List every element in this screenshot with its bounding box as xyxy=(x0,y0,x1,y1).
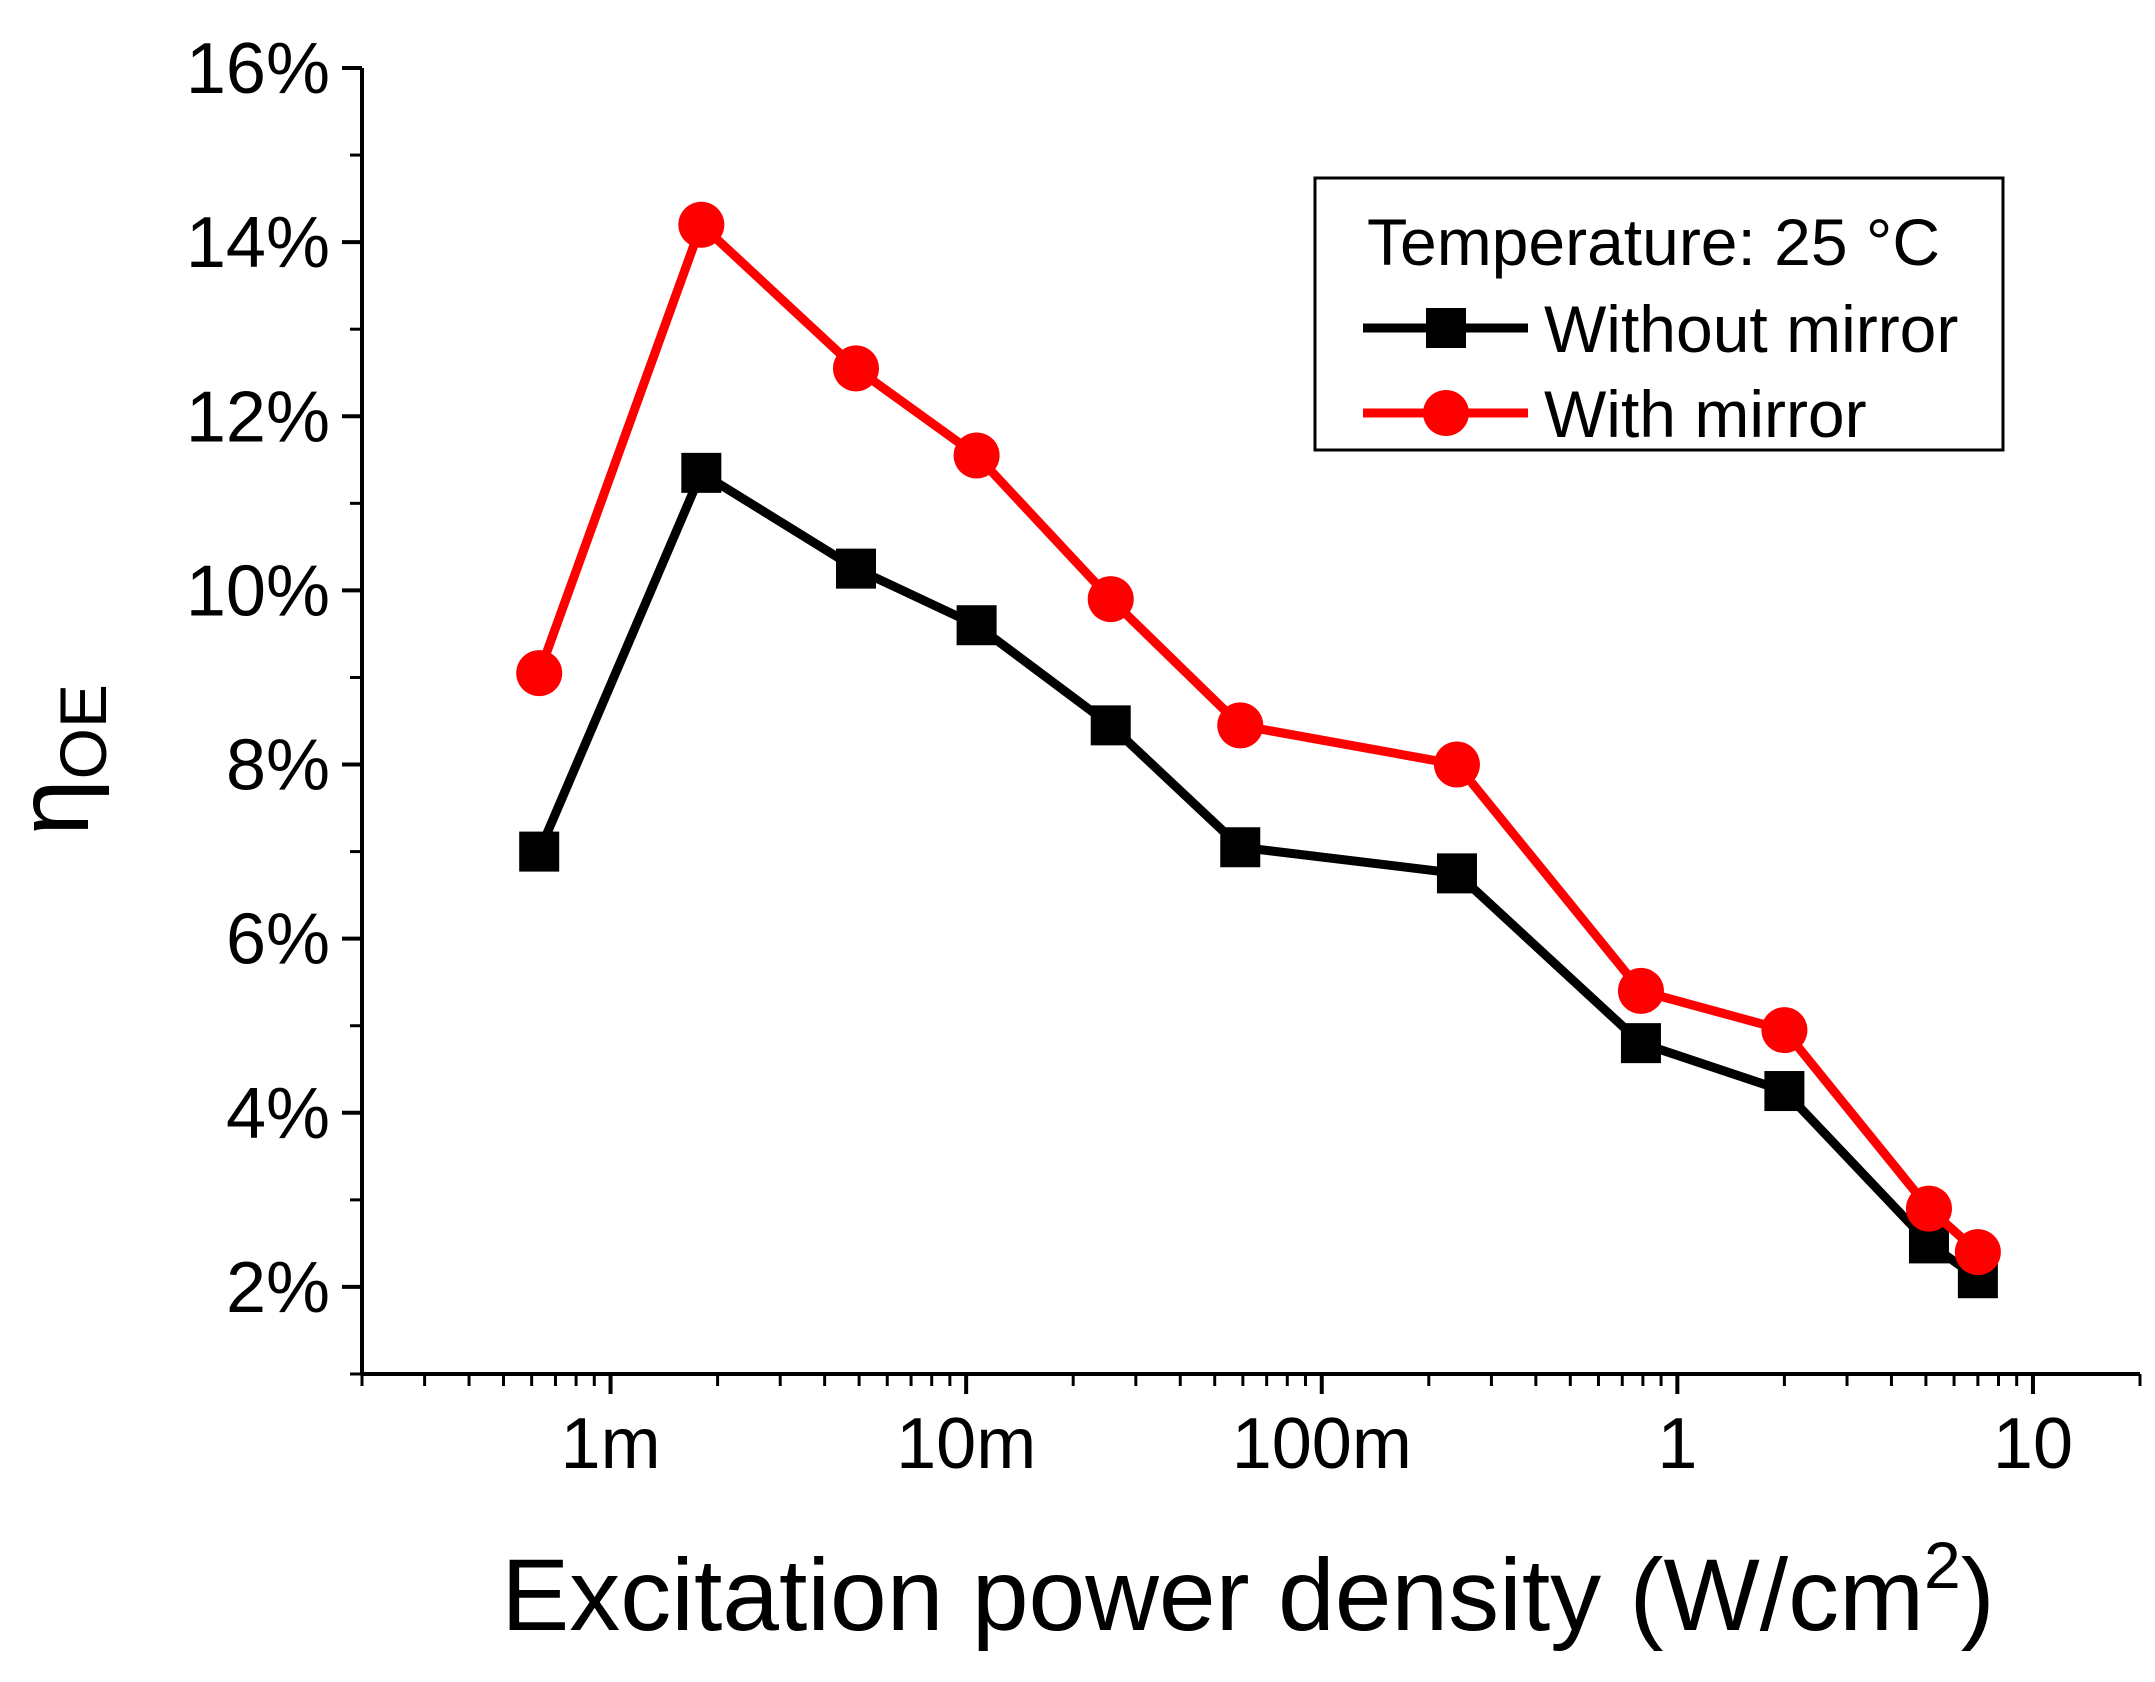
plot-frame xyxy=(360,68,2140,1376)
y-axis-title-subscript: OE xyxy=(46,684,120,779)
legend-label-without-mirror: Without mirror xyxy=(1544,292,1958,366)
y-tick-label: 16% xyxy=(186,29,330,109)
x-tick-label: 100m xyxy=(1232,1404,1412,1484)
data-point-without-mirror xyxy=(1436,853,1477,894)
x-tick-label: 10 xyxy=(1993,1404,2073,1484)
legend-marker-with-mirror xyxy=(1423,390,1469,436)
data-point-without-mirror xyxy=(1090,705,1131,746)
legend-marker-without-mirror xyxy=(1426,308,1466,348)
y-tick-label: 6% xyxy=(226,900,330,980)
data-point-without-mirror xyxy=(1620,1023,1661,1064)
x-axis-title: Excitation power density (W/cm2) xyxy=(501,1528,1994,1652)
data-point-with-mirror xyxy=(832,345,879,392)
x-axis-title-main: Excitation power density (W/cm xyxy=(501,1538,1924,1652)
y-tick-label: 12% xyxy=(186,377,330,457)
legend-entry-without-mirror: Without mirror xyxy=(1363,292,1958,366)
y-axis-title-main: η xyxy=(0,779,110,836)
legend-title: Temperature: 25 °C xyxy=(1367,205,1940,279)
y-tick-label: 2% xyxy=(226,1248,330,1328)
data-point-without-mirror xyxy=(681,452,722,493)
x-tick-label: 1 xyxy=(1657,1404,1697,1484)
data-point-without-mirror xyxy=(1220,827,1261,868)
data-point-with-mirror xyxy=(678,201,725,248)
data-point-without-mirror xyxy=(519,831,560,872)
y-tick-label: 4% xyxy=(226,1074,330,1154)
x-axis-title-superscript: 2 xyxy=(1924,1528,1961,1602)
data-point-with-mirror xyxy=(1761,1007,1808,1054)
y-axis-title: ηOE xyxy=(0,684,120,836)
data-point-with-mirror xyxy=(1905,1185,1952,1232)
x-axis: 1m 10m 100m 1 10 xyxy=(360,1374,2142,1484)
y-tick-label: 10% xyxy=(186,551,330,631)
y-tick-label: 14% xyxy=(186,203,330,283)
y-tick-label: 8% xyxy=(226,726,330,806)
data-point-with-mirror xyxy=(516,650,563,697)
series-layer xyxy=(516,201,2001,1299)
data-point-with-mirror xyxy=(1617,967,1664,1014)
x-tick-label: 1m xyxy=(561,1404,661,1484)
x-tick-label: 10m xyxy=(896,1404,1036,1484)
data-point-without-mirror xyxy=(956,605,997,646)
y-axis: 2% 4% 6% 8% 10% 12% 14% 16% xyxy=(186,29,362,1376)
data-point-with-mirror xyxy=(1954,1229,2001,1276)
data-point-with-mirror xyxy=(1433,741,1480,788)
legend-label-with-mirror: With mirror xyxy=(1544,377,1867,451)
legend-entry-with-mirror: With mirror xyxy=(1363,377,1867,451)
x-axis-title-close: ) xyxy=(1961,1538,1995,1652)
data-point-with-mirror xyxy=(1217,702,1264,749)
data-point-with-mirror xyxy=(953,432,1000,479)
legend: Temperature: 25 °C Without mirror With m… xyxy=(1313,176,2005,452)
data-point-without-mirror xyxy=(1764,1071,1805,1112)
data-point-with-mirror xyxy=(1087,576,1134,623)
data-point-without-mirror xyxy=(835,548,876,589)
series-line-without-mirror xyxy=(535,466,1981,1282)
